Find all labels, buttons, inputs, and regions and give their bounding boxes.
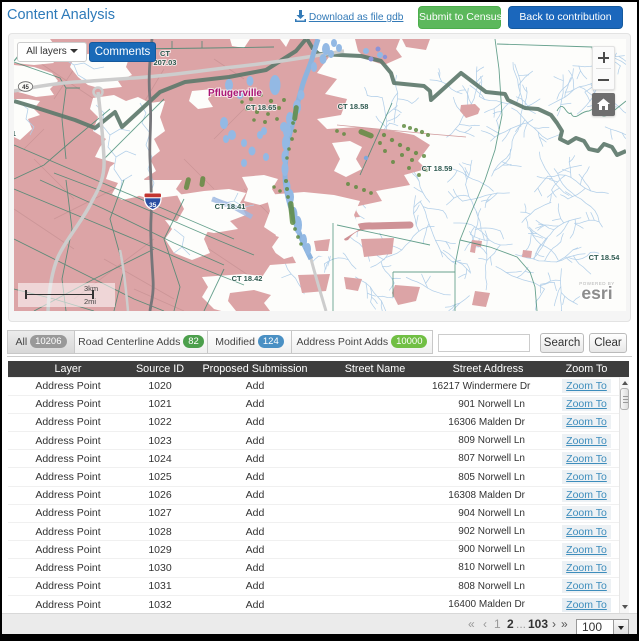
svg-text:CT 18.42: CT 18.42 [232,274,263,283]
svg-text:Pflugerville: Pflugerville [208,88,262,99]
svg-text:11: 11 [14,129,16,138]
svg-text:CT 18.65: CT 18.65 [246,103,277,112]
svg-text:CT 18.59: CT 18.59 [422,164,453,173]
svg-text:207.03: 207.03 [154,58,177,67]
svg-text:45: 45 [22,85,29,91]
svg-text:CT: CT [160,49,170,58]
svg-text:CT 18.54: CT 18.54 [589,253,621,262]
svg-text:CT 18.41: CT 18.41 [215,202,246,211]
svg-text:CT 18.58: CT 18.58 [338,102,369,111]
svg-text:35: 35 [149,202,157,209]
